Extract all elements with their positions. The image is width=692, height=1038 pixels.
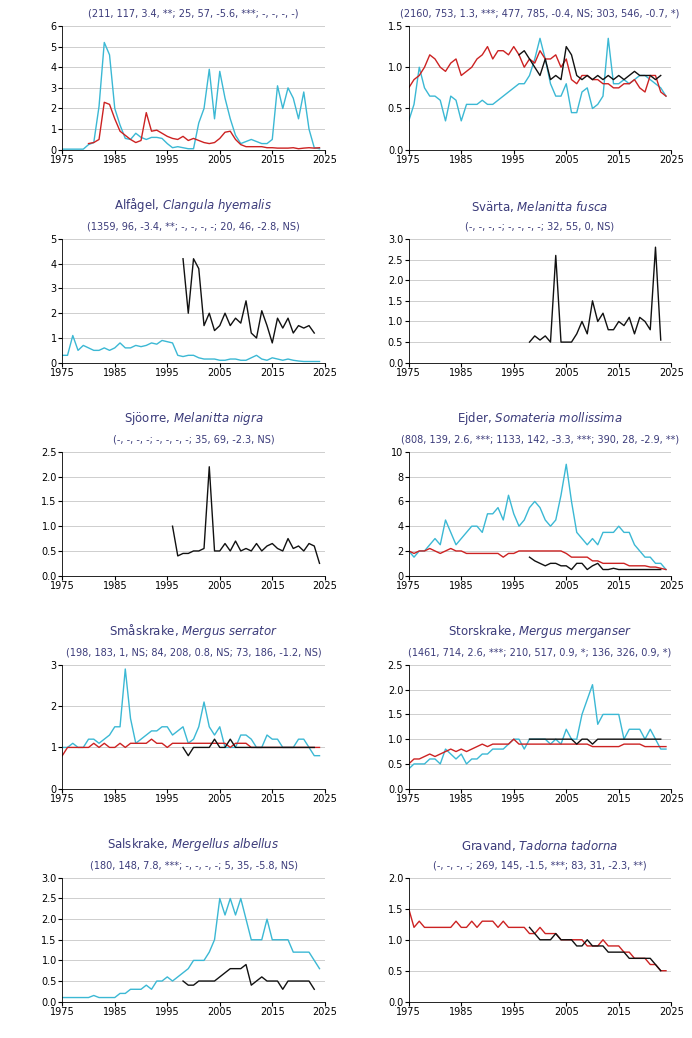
Text: (1359, 96, -3.4, **; -, -, -, -; 20, 46, -2.8, NS): (1359, 96, -3.4, **; -, -, -, -; 20, 46,… bbox=[87, 221, 300, 231]
Text: Sjöorre, $\mathit{Melanitta\ nigra}$: Sjöorre, $\mathit{Melanitta\ nigra}$ bbox=[124, 410, 264, 427]
Text: Svärta, $\mathit{Melanitta\ fusca}$: Svärta, $\mathit{Melanitta\ fusca}$ bbox=[471, 199, 608, 214]
Text: Salskrake, $\mathit{Mergellus\ albellus}$: Salskrake, $\mathit{Mergellus\ albellus}… bbox=[107, 836, 280, 853]
Text: (198, 183, 1, NS; 84, 208, 0.8, NS; 73, 186, -1.2, NS): (198, 183, 1, NS; 84, 208, 0.8, NS; 73, … bbox=[66, 648, 321, 657]
Text: (-, -, -, -; -, -, -, -; 32, 55, 0, NS): (-, -, -, -; -, -, -, -; 32, 55, 0, NS) bbox=[466, 221, 614, 231]
Text: (808, 139, 2.6, ***; 1133, 142, -3.3, ***; 390, 28, -2.9, **): (808, 139, 2.6, ***; 1133, 142, -3.3, **… bbox=[401, 435, 679, 444]
Text: Alfågel, $\mathit{Clangula\ hyemalis}$: Alfågel, $\mathit{Clangula\ hyemalis}$ bbox=[114, 196, 273, 214]
Text: (211, 117, 3.4, **; 25, 57, -5.6, ***; -, -, -, -): (211, 117, 3.4, **; 25, 57, -5.6, ***; -… bbox=[89, 8, 299, 19]
Text: Småskrake, $\mathit{Mergus\ serrator}$: Småskrake, $\mathit{Mergus\ serrator}$ bbox=[109, 622, 278, 640]
Text: (-, -, -, -; -, -, -, -; 35, 69, -2.3, NS): (-, -, -, -; -, -, -, -; 35, 69, -2.3, N… bbox=[113, 435, 274, 444]
Text: (-, -, -, -; 269, 145, -1.5, ***; 83, 31, -2.3, **): (-, -, -, -; 269, 145, -1.5, ***; 83, 31… bbox=[433, 861, 647, 871]
Text: (180, 148, 7.8, ***; -, -, -, -; 5, 35, -5.8, NS): (180, 148, 7.8, ***; -, -, -, -; 5, 35, … bbox=[89, 861, 298, 871]
Text: Knipa, $\mathit{Bucephala\ clangula}$: Knipa, $\mathit{Bucephala\ clangula}$ bbox=[462, 0, 619, 1]
Text: Brunand, $\mathit{Aythya\ ferina}$: Brunand, $\mathit{Aythya\ ferina}$ bbox=[125, 0, 262, 1]
Text: (2160, 753, 1.3, ***; 477, 785, -0.4, NS; 303, 546, -0.7, *): (2160, 753, 1.3, ***; 477, 785, -0.4, NS… bbox=[400, 8, 680, 19]
Text: Ejder, $\mathit{Somateria\ mollissima}$: Ejder, $\mathit{Somateria\ mollissima}$ bbox=[457, 410, 623, 427]
Text: Storskrake, $\mathit{Mergus\ merganser}$: Storskrake, $\mathit{Mergus\ merganser}$ bbox=[448, 623, 632, 640]
Text: Gravand, $\mathit{Tadorna\ tadorna}$: Gravand, $\mathit{Tadorna\ tadorna}$ bbox=[462, 838, 619, 853]
Text: (1461, 714, 2.6, ***; 210, 517, 0.9, *; 136, 326, 0.9, *): (1461, 714, 2.6, ***; 210, 517, 0.9, *; … bbox=[408, 648, 672, 657]
